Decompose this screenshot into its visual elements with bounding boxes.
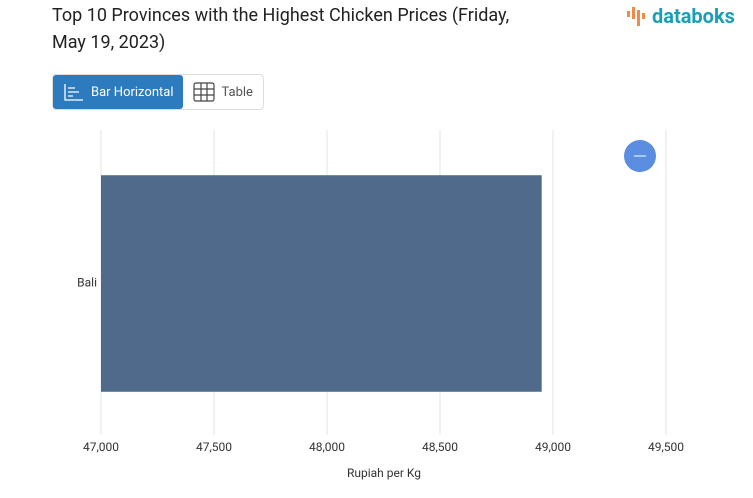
chart-title: Top 10 Provinces with the Highest Chicke…	[52, 5, 510, 53]
x-tick-label: 48,500	[422, 440, 458, 454]
tab-label: Table	[221, 84, 253, 100]
tab-label: Bar Horizontal	[91, 84, 174, 100]
logo-icon	[627, 7, 645, 26]
tab-icon	[64, 84, 83, 101]
tab-bar: Bar Horizontal Table	[52, 74, 264, 110]
x-tick-label: 49,500	[648, 440, 684, 454]
tab[interactable]: Bar Horizontal	[53, 75, 184, 109]
tab[interactable]: Table	[183, 75, 262, 109]
logo[interactable]: databoks	[626, 4, 735, 28]
x-tick-label: 47,500	[196, 440, 232, 454]
bar	[101, 175, 542, 392]
x-tick-label: 47,000	[83, 440, 119, 454]
tab-icon	[193, 82, 216, 102]
y-tick-label: Bali	[77, 276, 97, 290]
logo-text: databoks	[652, 4, 735, 28]
x-axis-label: Rupiah per Kg	[347, 466, 421, 480]
x-tick-label: 48,000	[309, 440, 345, 454]
x-tick-label: 49,000	[535, 440, 571, 454]
